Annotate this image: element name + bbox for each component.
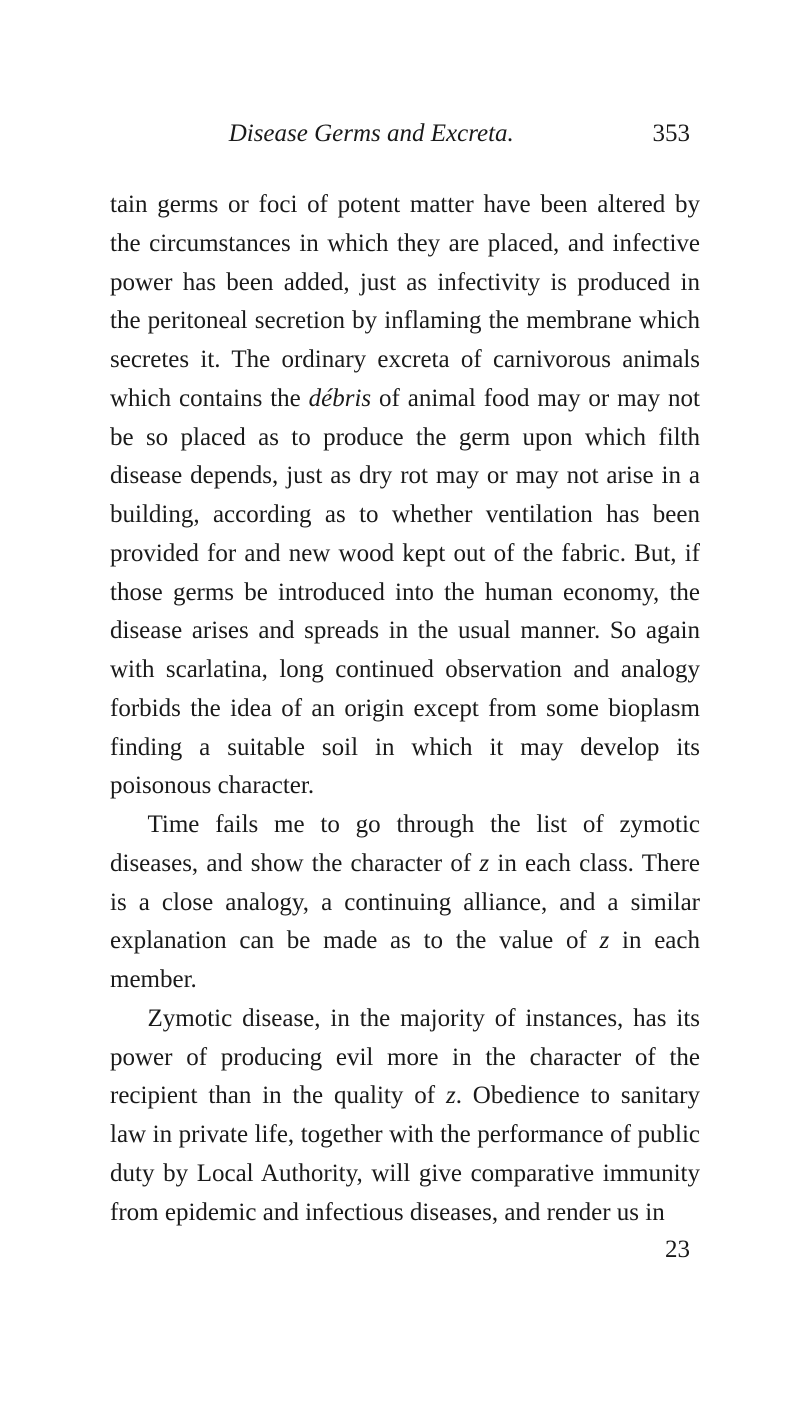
page-header: Disease Germs and Excreta. 353: [110, 120, 700, 148]
signature-number: 23: [110, 1236, 700, 1264]
p2-italic-z1: z: [479, 850, 489, 877]
paragraph-3: Zymotic disease, in the majority of inst…: [110, 1000, 700, 1233]
running-title: Disease Germs and Excreta.: [120, 120, 623, 148]
paragraph-2: Time fails me to go through the list of …: [110, 806, 700, 1000]
p1-italic-debris: débris: [309, 385, 372, 412]
body-text: tain germs or foci of potent matter have…: [110, 186, 700, 1232]
p2-italic-z2: z: [600, 927, 610, 954]
paragraph-1: tain germs or foci of potent matter have…: [110, 186, 700, 806]
p1-text-b: of animal food may or may not be so plac…: [110, 385, 700, 800]
p3-italic-z: z: [446, 1082, 456, 1109]
page-container: Disease Germs and Excreta. 353 tain germ…: [0, 0, 800, 1344]
p1-text-a: tain germs or foci of potent matter have…: [110, 191, 700, 412]
page-number: 353: [653, 120, 691, 148]
